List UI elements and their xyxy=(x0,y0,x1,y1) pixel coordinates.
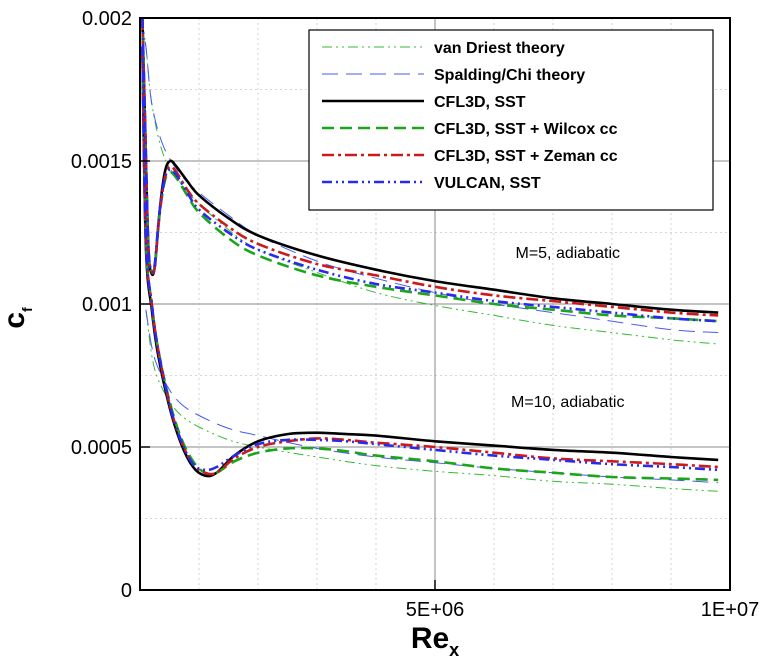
x-tick-label-1: 1E+07 xyxy=(701,599,759,621)
x-tick-label-0: 5E+06 xyxy=(406,599,464,621)
y-tick-label-4: 0.002 xyxy=(82,8,132,30)
x-axis-title: Rex xyxy=(411,622,459,660)
y-tick-label-1: 0.0005 xyxy=(71,437,132,459)
legend: van Driest theory Spalding/Chi theory CFL3… xyxy=(308,29,714,211)
legend-label-5: VULCAN, SST xyxy=(434,175,541,192)
series-1-m5-line xyxy=(140,18,719,334)
y-tick-label-0: 0 xyxy=(121,580,132,602)
legend-label-2: CFL3D, SST xyxy=(434,94,526,111)
annotation-m10: M=10, adiabatic xyxy=(511,394,624,411)
plot-area xyxy=(140,18,719,492)
legend-label-4: CFL3D, SST + Zeman cc xyxy=(434,148,618,165)
y-axis-title: cf xyxy=(0,307,35,329)
annotation-m5: M=5, adiabatic xyxy=(515,245,620,262)
series-5-m10-line xyxy=(141,46,719,472)
series-4-m5-line xyxy=(141,18,719,317)
y-tick-label-2: 0.001 xyxy=(82,294,132,316)
legend-label-1: Spalding/Chi theory xyxy=(434,67,585,84)
series-5-m5-line xyxy=(141,18,719,323)
series-3-m5-line xyxy=(141,18,719,323)
legend-box xyxy=(308,29,714,211)
legend-label-3: CFL3D, SST + Wilcox cc xyxy=(434,121,618,138)
series-3-m10-line xyxy=(141,46,719,482)
series-0-m10-line xyxy=(145,309,719,492)
legend-label-0: van Driest theory xyxy=(434,40,565,57)
y-tick-label-3: 0.0015 xyxy=(71,151,132,173)
axis-ticks: 0 0.0005 0.001 0.0015 0.002 5E+06 1E+07 xyxy=(71,8,759,621)
series-1-m10-line xyxy=(145,309,719,484)
series-4-m10-line xyxy=(141,46,719,476)
